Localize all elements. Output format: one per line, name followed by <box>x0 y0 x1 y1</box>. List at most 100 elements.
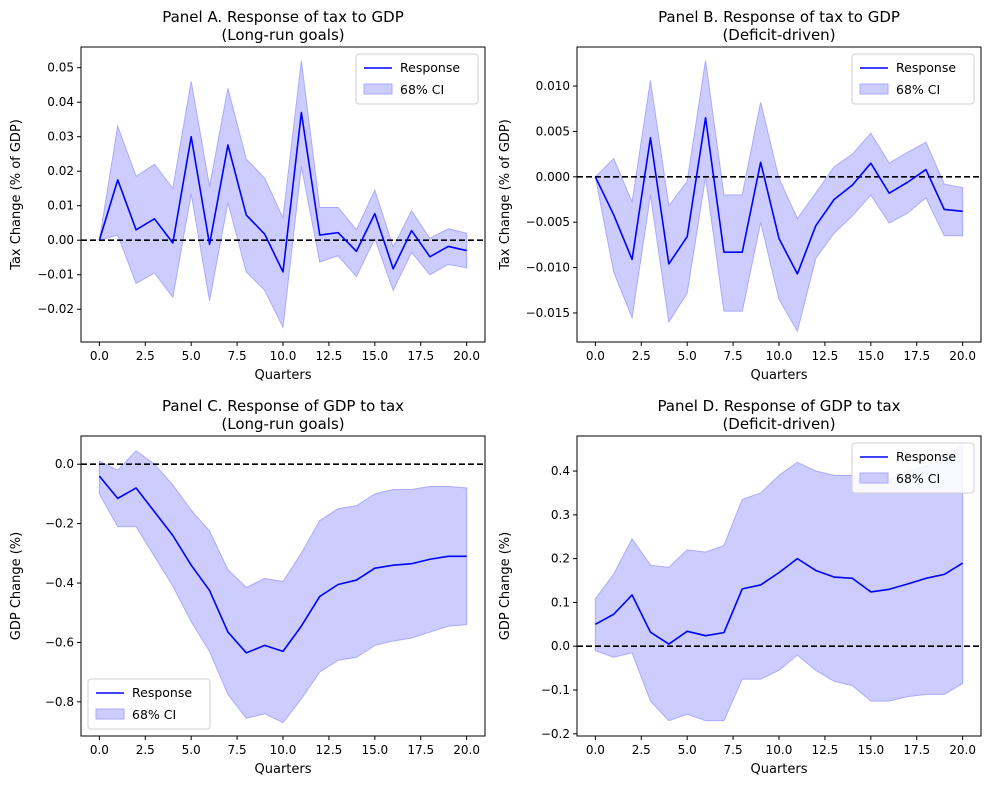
legend-ci-label: 68% CI <box>132 707 176 722</box>
chart-title: Panel B. Response of tax to GDP(Deficit-… <box>658 8 900 44</box>
x-axis: 0.0 2.5 5.0 7.5 10.0 12.5 15.0 17.5 20.0 Quarters <box>586 736 976 777</box>
chart-title: Panel D. Response of GDP to tax(Deficit-… <box>657 397 900 433</box>
x-tick-label: 15.0 <box>361 743 388 757</box>
x-tick-label: 5.0 <box>678 349 697 363</box>
y-tick-label: 0.03 <box>47 130 74 144</box>
y-tick-label: 0.000 <box>536 170 570 184</box>
x-tick-label: 17.5 <box>407 743 434 757</box>
x-tick-label: 10.0 <box>270 743 297 757</box>
x-axis-label: Quarters <box>751 368 808 383</box>
x-axis-label: Quarters <box>255 762 312 777</box>
panel-4: 0.0 2.5 5.0 7.5 10.0 12.5 15.0 17.5 20.0 Quarters… <box>498 397 982 777</box>
plot-area <box>577 443 981 722</box>
chart-title-line: (Long-run goals) <box>221 415 344 433</box>
y-tick-label: −0.015 <box>526 306 570 320</box>
y-axis-label: GDP Change (%) <box>9 532 24 640</box>
x-tick-label: 17.5 <box>903 743 930 757</box>
legend-ci-swatch <box>859 472 889 484</box>
legend: Response 68% CI <box>87 678 211 730</box>
y-tick-label: 0.2 <box>551 552 570 566</box>
y-axis-label: Tax Change (% of GDP) <box>498 119 513 271</box>
x-tick-label: 2.5 <box>136 743 155 757</box>
x-tick-label: 12.5 <box>812 349 839 363</box>
legend-ci-label: 68% CI <box>400 82 444 97</box>
y-tick-label: −0.8 <box>45 695 74 709</box>
plot-area <box>81 450 485 724</box>
chart-title-line: Panel A. Response of tax to GDP <box>162 8 404 26</box>
y-tick-label: −0.1 <box>541 683 570 697</box>
x-tick-label: 12.5 <box>812 743 839 757</box>
legend-response-label: Response <box>896 449 956 464</box>
y-tick-label: 0.1 <box>551 595 570 609</box>
x-tick-label: 7.5 <box>724 743 743 757</box>
chart-title-line: Panel B. Response of tax to GDP <box>658 8 900 26</box>
x-tick-label: 0.0 <box>586 743 605 757</box>
legend: Response 68% CI <box>851 442 975 494</box>
x-tick-label: 10.0 <box>766 743 793 757</box>
x-tick-label: 7.5 <box>724 349 743 363</box>
chart-title: Panel A. Response of tax to GDP(Long-run… <box>162 8 404 44</box>
y-tick-label: −0.01 <box>37 268 74 282</box>
x-tick-label: 0.0 <box>586 349 605 363</box>
response-line <box>594 557 964 645</box>
y-tick-label: 0.0 <box>55 457 74 471</box>
x-tick-label: 15.0 <box>857 349 884 363</box>
x-tick-label: 7.5 <box>228 349 247 363</box>
x-tick-label: 15.0 <box>857 743 884 757</box>
ci-band <box>98 450 468 724</box>
legend: Response 68% CI <box>851 53 975 105</box>
y-tick-label: 0.00 <box>47 233 74 247</box>
legend-response-label: Response <box>896 60 956 75</box>
y-tick-label: 0.05 <box>47 61 74 75</box>
x-tick-label: 10.0 <box>766 349 793 363</box>
chart-title-line: (Deficit-driven) <box>722 26 835 44</box>
y-tick-label: 0.02 <box>47 164 74 178</box>
chart-title-line: Panel D. Response of GDP to tax <box>657 397 900 415</box>
plot-area <box>81 60 485 329</box>
x-tick-label: 12.5 <box>316 349 343 363</box>
x-tick-label: 17.5 <box>903 349 930 363</box>
panel-3: 0.0 2.5 5.0 7.5 10.0 12.5 15.0 17.5 20.0 Quarters… <box>9 397 486 777</box>
ci-band <box>594 443 964 722</box>
chart-title: Panel C. Response of GDP to tax(Long-run… <box>162 397 404 433</box>
x-axis: 0.0 2.5 5.0 7.5 10.0 12.5 15.0 17.5 20.0 Quarters <box>90 342 480 383</box>
chart-title-line: Panel C. Response of GDP to tax <box>162 397 404 415</box>
response-line <box>98 475 467 654</box>
x-tick-label: 0.0 <box>90 743 109 757</box>
x-tick-label: 20.0 <box>949 743 976 757</box>
y-tick-label: −0.2 <box>45 517 74 531</box>
y-tick-label: −0.010 <box>526 261 570 275</box>
legend: Response 68% CI <box>355 53 479 105</box>
y-axis: −0.02 −0.01 0.00 0.01 0.02 0.03 0.04 0.05 Tax Ch… <box>9 61 81 316</box>
y-axis-label: GDP Change (%) <box>498 532 513 640</box>
panel-1: 0.0 2.5 5.0 7.5 10.0 12.5 15.0 17.5 20.0 Quarters… <box>9 8 486 383</box>
x-tick-label: 17.5 <box>407 349 434 363</box>
legend-ci-swatch <box>859 83 889 95</box>
legend-ci-swatch <box>95 708 125 720</box>
x-tick-label: 20.0 <box>949 349 976 363</box>
x-tick-label: 5.0 <box>182 349 201 363</box>
plot-area <box>577 60 981 333</box>
y-tick-label: 0.04 <box>47 95 74 109</box>
x-tick-label: 5.0 <box>678 743 697 757</box>
x-tick-label: 20.0 <box>453 743 480 757</box>
x-tick-label: 2.5 <box>632 743 651 757</box>
y-tick-label: −0.6 <box>45 635 74 649</box>
x-axis-label: Quarters <box>751 762 808 777</box>
response-line <box>98 111 467 273</box>
y-axis: −0.015 −0.010 −0.005 0.000 0.005 0.010 Tax Cha… <box>498 79 577 320</box>
x-tick-label: 10.0 <box>270 349 297 363</box>
legend-ci-label: 68% CI <box>896 471 940 486</box>
x-tick-label: 15.0 <box>361 349 388 363</box>
x-tick-label: 5.0 <box>182 743 201 757</box>
x-tick-label: 12.5 <box>316 743 343 757</box>
x-tick-label: 0.0 <box>90 349 109 363</box>
y-axis: −0.8 −0.6 −0.4 −0.2 0.0 GDP Change (%) <box>9 457 81 709</box>
legend-response-label: Response <box>400 60 460 75</box>
x-tick-label: 2.5 <box>136 349 155 363</box>
y-tick-label: 0.010 <box>536 79 570 93</box>
x-axis: 0.0 2.5 5.0 7.5 10.0 12.5 15.0 17.5 20.0 Quarters <box>90 736 480 777</box>
response-line <box>594 117 963 275</box>
x-axis: 0.0 2.5 5.0 7.5 10.0 12.5 15.0 17.5 20.0 Quarters <box>586 342 976 383</box>
y-axis: −0.2 −0.1 0.0 0.1 0.2 0.3 0.4 GDP Change (%) <box>498 464 577 741</box>
